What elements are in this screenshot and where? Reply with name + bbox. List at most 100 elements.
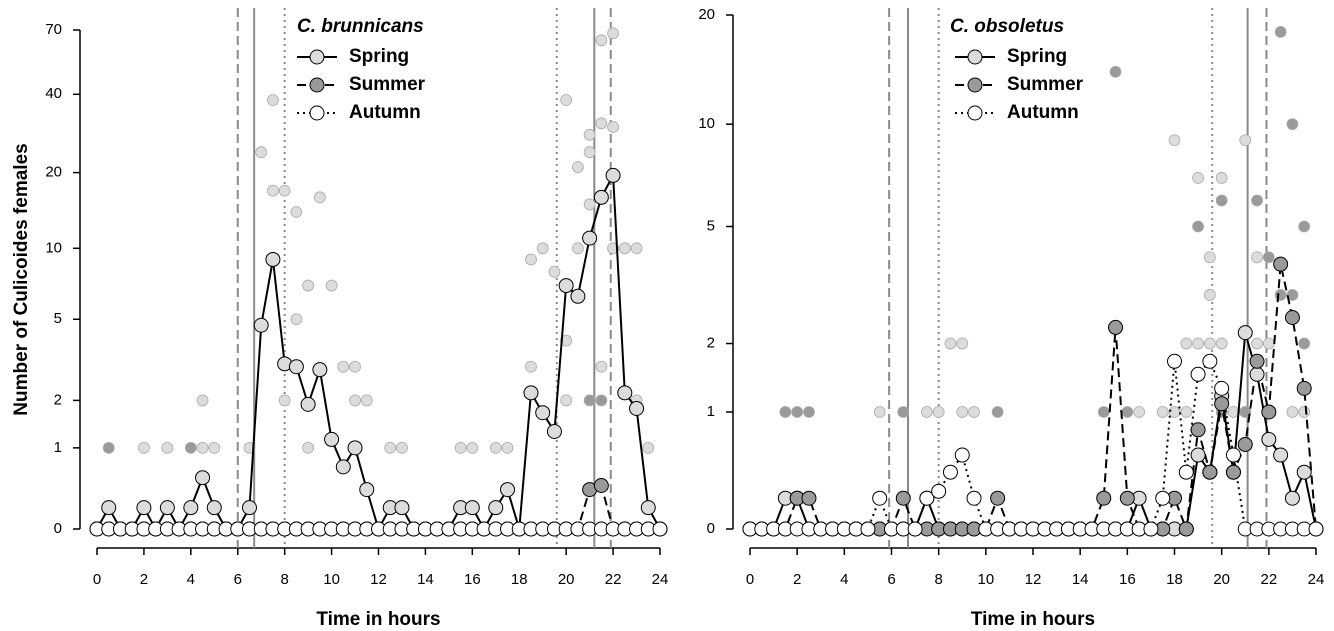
observation: [1215, 337, 1228, 350]
observation: [267, 94, 279, 107]
y-tick-label: 5: [54, 310, 62, 327]
observation: [779, 406, 792, 418]
legend-label: Summer: [349, 74, 426, 95]
series-marker: [990, 490, 1006, 506]
observation: [595, 34, 608, 47]
series-line: [750, 332, 1317, 530]
series-marker: [394, 500, 410, 516]
observation: [1286, 289, 1299, 301]
x-tick-label: 2: [140, 571, 148, 588]
series-marker: [159, 500, 175, 516]
x-tick-label: 12: [1025, 571, 1042, 588]
x-tick-label: 4: [840, 571, 848, 588]
observation: [1156, 406, 1169, 418]
observation: [1274, 25, 1287, 38]
y-tick-label: 20: [45, 164, 62, 181]
y-tick-label: 1: [54, 439, 62, 456]
series-marker: [1237, 436, 1253, 452]
legend-label: Spring: [1007, 46, 1067, 67]
observation: [932, 406, 945, 418]
series-marker: [1273, 256, 1289, 272]
observation: [290, 313, 303, 326]
observation: [1192, 220, 1204, 233]
series-marker: [1261, 404, 1277, 420]
observation: [501, 441, 514, 454]
observation: [595, 360, 608, 373]
series-marker: [1155, 490, 1171, 506]
observation: [583, 128, 596, 141]
observation: [1109, 65, 1122, 78]
observation: [1192, 172, 1204, 184]
observation: [349, 360, 361, 373]
observation: [642, 441, 655, 454]
observation: [595, 117, 608, 130]
observation: [1192, 337, 1204, 350]
series-marker: [288, 359, 304, 375]
series-marker: [1249, 353, 1265, 369]
observation: [196, 441, 209, 454]
observation: [1239, 134, 1252, 147]
series-marker: [1190, 447, 1206, 463]
observation: [302, 279, 315, 292]
x-tick-label: 24: [1308, 571, 1325, 588]
observation: [102, 441, 115, 454]
observation: [184, 441, 197, 454]
x-tick-label: 6: [234, 571, 242, 588]
series-marker: [558, 278, 574, 294]
series-line: [750, 263, 1317, 530]
y-tick-label: 10: [698, 115, 715, 132]
observation: [560, 334, 573, 347]
series-marker: [195, 470, 211, 486]
series-marker: [535, 405, 551, 421]
observation: [208, 441, 221, 454]
observation: [1121, 406, 1134, 418]
observation: [1239, 406, 1252, 418]
series-marker: [335, 459, 351, 475]
legend-marker: [967, 49, 983, 65]
x-tick-label: 16: [1119, 571, 1136, 588]
series-marker: [582, 230, 598, 246]
observation: [1251, 251, 1263, 264]
legend-marker: [309, 105, 325, 121]
series-marker: [1225, 464, 1241, 480]
series-marker: [1190, 422, 1206, 438]
x-axis-label: Time in hours: [971, 609, 1095, 630]
chart-title: C. brunnicans: [297, 16, 424, 37]
series-marker: [1143, 521, 1159, 537]
series-marker: [860, 521, 876, 537]
observation: [607, 121, 619, 133]
observation: [607, 27, 619, 40]
y-tick-label: 5: [707, 217, 715, 234]
observation: [1215, 194, 1228, 207]
series-marker: [1296, 464, 1312, 480]
legend-label: Spring: [349, 46, 409, 67]
series-marker: [324, 431, 340, 447]
series-marker: [359, 482, 375, 498]
series-marker: [1237, 325, 1253, 341]
series-marker: [895, 490, 911, 506]
observation: [1215, 172, 1228, 184]
series-marker: [136, 500, 152, 516]
x-tick-label: 20: [558, 571, 575, 588]
series-marker: [605, 167, 621, 183]
series-marker: [919, 490, 935, 506]
observation: [349, 394, 361, 407]
series-marker: [1167, 353, 1182, 369]
series-marker: [942, 464, 958, 480]
series-marker: [253, 317, 269, 333]
observation: [360, 394, 373, 407]
series-marker: [300, 396, 316, 412]
observation: [536, 242, 549, 255]
observation: [396, 441, 408, 454]
observation: [1298, 220, 1311, 233]
observation: [290, 206, 303, 218]
y-tick-label: 0: [54, 520, 62, 537]
x-tick-label: 12: [370, 571, 387, 588]
series-marker: [593, 478, 609, 494]
observation: [1262, 337, 1275, 350]
legend-marker: [967, 77, 983, 93]
series-marker: [640, 500, 656, 516]
x-tick-label: 4: [187, 571, 195, 588]
x-tick-label: 14: [417, 571, 434, 588]
series-marker: [1096, 490, 1112, 506]
